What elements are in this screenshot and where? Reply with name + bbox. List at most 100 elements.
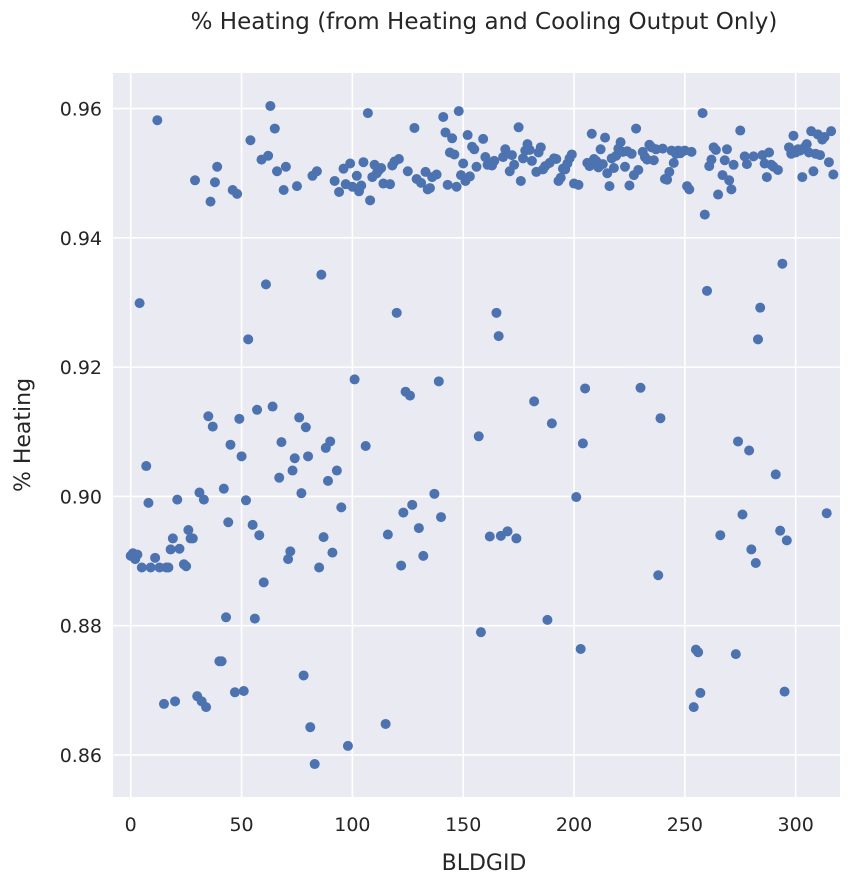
scatter-point <box>586 128 597 139</box>
scatter-point <box>134 298 145 309</box>
x-tick-label: 50 <box>229 814 253 836</box>
scatter-point <box>746 544 757 555</box>
scatter-point <box>475 627 486 638</box>
scatter-point <box>502 526 513 537</box>
scatter-point <box>733 436 744 447</box>
scatter-point <box>429 488 440 499</box>
scatter-point <box>511 533 522 544</box>
scatter-point <box>438 111 449 122</box>
scatter-point <box>713 189 724 200</box>
scatter-point <box>624 180 635 191</box>
y-axis-title: % Heating <box>11 378 36 492</box>
scatter-point <box>626 148 637 159</box>
scatter-point <box>823 157 834 168</box>
scatter-point <box>493 331 504 342</box>
scatter-point <box>489 155 500 166</box>
scatter-point <box>336 502 347 513</box>
scatter-point <box>158 698 169 709</box>
scatter-point <box>424 183 435 194</box>
scatter-point <box>385 179 396 190</box>
y-tick-label: 0.88 <box>60 616 102 638</box>
scatter-point <box>715 530 726 541</box>
scatter-point <box>657 143 668 154</box>
scatter-point <box>440 127 451 138</box>
scatter-point <box>498 152 509 163</box>
scatter-point <box>263 150 274 161</box>
scatter-point <box>597 159 608 170</box>
scatter-point <box>181 561 192 572</box>
scatter-point <box>761 172 772 183</box>
scatter-point <box>573 179 584 190</box>
scatter-point <box>145 562 156 573</box>
scatter-point <box>342 740 353 751</box>
scatter-point <box>781 535 792 546</box>
scatter-point <box>529 396 540 407</box>
scatter-point <box>376 163 387 174</box>
scatter-point <box>615 137 626 148</box>
scatter-point <box>322 475 333 486</box>
scatter-point <box>198 494 209 505</box>
scatter-point <box>362 108 373 119</box>
scatter-point <box>431 169 442 180</box>
scatter-point <box>595 144 606 155</box>
scatter-point <box>300 422 311 433</box>
scatter-point <box>360 440 371 451</box>
scatter-point <box>693 647 704 658</box>
x-tick-label: 300 <box>778 814 814 836</box>
scatter-point <box>287 465 298 476</box>
scatter-point <box>480 152 491 163</box>
y-tick-label: 0.86 <box>60 745 102 767</box>
x-tick-label: 250 <box>667 814 703 836</box>
scatter-point <box>655 413 666 424</box>
scatter-point <box>668 157 679 168</box>
scatter-point <box>183 525 194 536</box>
scatter-point <box>358 157 369 168</box>
scatter-point <box>699 209 710 220</box>
scatter-point <box>500 144 511 155</box>
scatter-point <box>752 334 763 345</box>
scatter-point <box>345 158 356 169</box>
scatter-point <box>132 549 143 560</box>
scatter-point <box>316 269 327 280</box>
scatter-point <box>212 161 223 172</box>
scatter-point <box>201 702 212 713</box>
y-tick-label: 0.92 <box>60 357 102 379</box>
scatter-point <box>303 451 314 462</box>
scatter-point <box>542 614 553 625</box>
scatter-point <box>325 436 336 447</box>
x-tick-labels: 0 50 100 150 200 250 300 <box>125 814 814 836</box>
scatter-point <box>453 106 464 117</box>
scatter-point <box>635 382 646 393</box>
scatter-point <box>356 180 367 191</box>
scatter-point <box>631 123 642 134</box>
scatter-point <box>136 562 147 573</box>
scatter-point <box>238 685 249 696</box>
scatter-point <box>309 759 320 770</box>
scatter-point <box>664 166 675 177</box>
scatter-point <box>600 132 611 143</box>
scatter-point <box>349 374 360 385</box>
scatter-point <box>413 523 424 534</box>
scatter-point <box>294 412 305 423</box>
scatter-point <box>327 547 338 558</box>
scatter-point <box>719 155 730 166</box>
scatter-point <box>566 149 577 160</box>
scatter-point <box>187 533 198 544</box>
scatter-point <box>764 147 775 158</box>
scatter-point <box>243 334 254 345</box>
scatter-point <box>163 562 174 573</box>
scatter-point <box>223 517 234 528</box>
scatter-point <box>608 163 619 174</box>
scatter-point <box>462 130 473 141</box>
scatter-point <box>150 552 161 563</box>
scatter-point <box>788 130 799 141</box>
scatter-point <box>334 186 345 197</box>
scatter-point <box>391 307 402 318</box>
scatter-point <box>232 188 243 199</box>
data-points <box>125 100 839 770</box>
y-tick-label: 0.96 <box>60 99 102 121</box>
scatter-point <box>555 172 566 183</box>
scatter-point <box>653 570 664 581</box>
scatter-point <box>826 126 837 137</box>
scatter-point <box>684 184 695 195</box>
